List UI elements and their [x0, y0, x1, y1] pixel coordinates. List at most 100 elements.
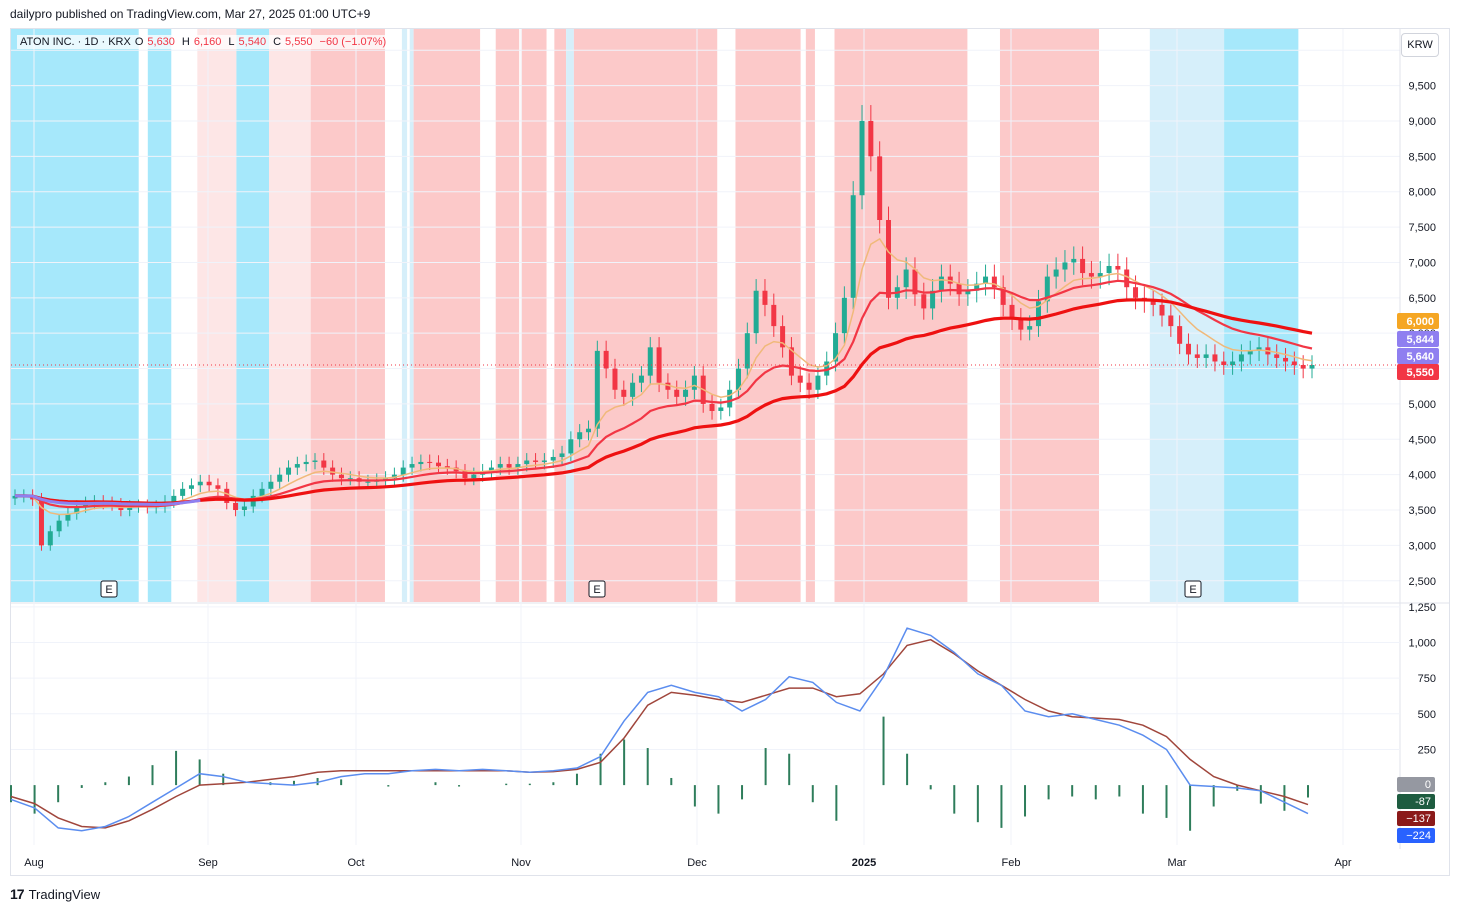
- candle-body: [965, 290, 971, 295]
- candle-body: [815, 375, 821, 390]
- price-axis-tick: 2,500: [1408, 576, 1436, 588]
- macd-axis-tick: 750: [1418, 673, 1436, 685]
- macd-axis-tick: 250: [1418, 744, 1436, 756]
- brand-name[interactable]: TradingView: [28, 886, 101, 902]
- candle-body: [1053, 269, 1059, 277]
- candle-body: [780, 326, 786, 348]
- signal-background-band: [268, 29, 311, 602]
- candle-body: [1133, 287, 1139, 298]
- candle-body: [727, 389, 733, 408]
- candle-body: [277, 474, 283, 482]
- candle-body: [506, 464, 512, 468]
- candle-body: [436, 462, 442, 467]
- macd-line: [10, 627, 1309, 832]
- time-axis-tick: 2025: [852, 857, 876, 869]
- low-label: L: [228, 36, 235, 48]
- candle-body: [877, 156, 883, 220]
- candle-body: [665, 382, 671, 390]
- candle-body: [180, 488, 186, 496]
- candle-body: [1203, 354, 1209, 358]
- candle-body: [1256, 347, 1262, 351]
- candle-body: [524, 460, 530, 465]
- candle-body: [444, 466, 450, 468]
- signal-background-band: [1224, 29, 1299, 602]
- macd-axis-tick: 500: [1418, 709, 1436, 721]
- earnings-marker-label: E: [593, 584, 600, 596]
- price-label-text: 5,550: [1406, 367, 1434, 379]
- candle-body: [338, 474, 344, 479]
- publisher-info: dailypro published on TradingView.com, M…: [10, 7, 371, 21]
- footer: 17 TradingView: [10, 886, 100, 902]
- candle-body: [1106, 265, 1112, 274]
- macd-value-label: -87: [1415, 796, 1431, 808]
- candle-body: [427, 461, 433, 463]
- price-axis-tick: 8,000: [1408, 187, 1436, 199]
- high-value: 6,160: [193, 36, 222, 48]
- open-label: O: [134, 36, 144, 48]
- macd-value-label: −224: [1406, 830, 1431, 842]
- macd-signal-line: [10, 638, 1309, 829]
- candle-body: [312, 460, 318, 462]
- candle-body: [268, 481, 274, 489]
- macd-axis-tick: 1,000: [1408, 638, 1436, 650]
- candle-body: [594, 350, 600, 429]
- candle-body: [533, 460, 539, 462]
- candle-body: [471, 474, 477, 479]
- time-axis-tick: Nov: [511, 857, 531, 869]
- symbol-label[interactable]: ATON INC. · 1D · KRX: [20, 36, 131, 48]
- tradingview-logo-icon[interactable]: 17: [10, 886, 25, 902]
- candle-body: [938, 276, 944, 291]
- candle-body: [56, 520, 62, 532]
- candle-body: [74, 506, 80, 514]
- candle-body: [1283, 357, 1289, 362]
- time-axis-tick: Feb: [1002, 857, 1021, 869]
- price-label-text: 5,640: [1406, 351, 1434, 363]
- chart-frame: [10, 28, 1450, 876]
- macd-value-label: −137: [1406, 813, 1431, 825]
- candle-body: [1000, 287, 1006, 305]
- candle-body: [638, 375, 644, 383]
- candle-body: [47, 531, 53, 546]
- ribbon-purple-line: [15, 494, 201, 507]
- signal-background-band: [11, 29, 139, 602]
- candle-body: [418, 461, 424, 465]
- signal-background-band: [735, 29, 801, 602]
- currency-button[interactable]: KRW: [1401, 33, 1439, 57]
- candle-body: [621, 389, 627, 397]
- candle-body: [956, 283, 962, 295]
- candle-body: [233, 502, 239, 511]
- candle-body: [1159, 304, 1165, 316]
- price-label-text: 6,000: [1406, 316, 1434, 328]
- candle-body: [400, 467, 406, 475]
- candle-body: [912, 269, 918, 295]
- candle-body: [806, 382, 812, 390]
- candle-body: [744, 333, 750, 369]
- time-axis-tick: Mar: [1168, 857, 1187, 869]
- macd-value-label-bg: [1397, 811, 1435, 826]
- candle-body: [1088, 273, 1094, 277]
- low-value: 5,540: [238, 36, 267, 48]
- price-label-bg: [1397, 364, 1439, 380]
- price-axis-tick: 3,500: [1408, 505, 1436, 517]
- price-axis-tick: 7,500: [1408, 222, 1436, 234]
- candle-body: [241, 506, 247, 511]
- candle-body: [1230, 361, 1236, 366]
- candle-body: [735, 368, 741, 390]
- candle-body: [303, 461, 309, 465]
- signal-background-band: [409, 29, 414, 602]
- price-label: 6,000: [1397, 313, 1439, 329]
- candle-body: [1177, 326, 1183, 344]
- candle-body: [1071, 258, 1077, 263]
- candle-body: [718, 407, 724, 411]
- candle-body: [206, 481, 212, 486]
- candle-body: [797, 375, 803, 383]
- candle-body: [885, 220, 891, 298]
- earnings-marker-icon: [100, 580, 118, 598]
- candle-body: [330, 467, 336, 475]
- candle-body: [577, 432, 583, 440]
- candle-body: [224, 488, 230, 503]
- candle-body: [550, 456, 556, 461]
- macd-value-label-bg: [1397, 777, 1435, 792]
- candle-body: [497, 464, 503, 468]
